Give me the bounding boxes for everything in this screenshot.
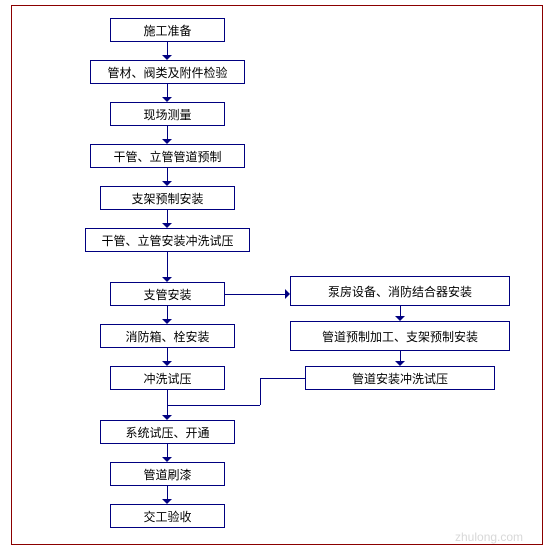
arrow-head-down-icon xyxy=(162,97,172,102)
arrow-line xyxy=(167,42,168,55)
arrow-line xyxy=(167,84,168,97)
arrow-line xyxy=(167,126,168,139)
arrow-head-down-icon xyxy=(162,457,172,462)
arrow-head-down-icon xyxy=(162,139,172,144)
connector-line xyxy=(260,378,305,379)
flowchart-node-n1: 施工准备 xyxy=(110,18,225,42)
arrow-line xyxy=(167,252,168,277)
arrow-line xyxy=(225,294,285,295)
outer-border xyxy=(11,5,543,545)
flowchart-node-n9: 冲洗试压 xyxy=(110,366,225,390)
flowchart-node-r3: 管道安装冲洗试压 xyxy=(305,366,495,390)
flowchart-node-n11: 管道刷漆 xyxy=(110,462,225,486)
flowchart-node-n12: 交工验收 xyxy=(110,504,225,528)
flowchart-node-n2: 管材、阀类及附件检验 xyxy=(90,60,245,84)
arrow-line xyxy=(167,444,168,457)
watermark: zhulong.com xyxy=(455,530,523,544)
flowchart-node-r1: 泵房设备、消防结合器安装 xyxy=(290,276,510,306)
arrow-head-down-icon xyxy=(162,55,172,60)
arrow-head-down-icon xyxy=(162,223,172,228)
arrow-line xyxy=(400,306,401,316)
flowchart-node-n7: 支管安装 xyxy=(110,282,225,306)
arrow-line xyxy=(167,168,168,181)
flowchart-node-n3: 现场测量 xyxy=(110,102,225,126)
flowchart-node-n5: 支架预制安装 xyxy=(100,186,235,210)
connector-line xyxy=(260,378,261,405)
arrow-head-down-icon xyxy=(395,316,405,321)
flowchart-node-n6: 干管、立管安装冲洗试压 xyxy=(85,228,250,252)
arrow-line xyxy=(167,210,168,223)
arrow-head-down-icon xyxy=(162,277,172,282)
flowchart-node-n8: 消防箱、栓安装 xyxy=(100,324,235,348)
arrow-head-down-icon xyxy=(162,361,172,366)
arrow-head-down-icon xyxy=(162,319,172,324)
arrow-head-right-icon xyxy=(285,289,290,299)
flowchart-node-r2: 管道预制加工、支架预制安装 xyxy=(290,321,510,351)
arrow-line xyxy=(167,306,168,319)
arrow-head-down-icon xyxy=(395,361,405,366)
arrow-head-down-icon xyxy=(162,181,172,186)
arrow-line xyxy=(167,486,168,499)
arrow-line xyxy=(167,390,168,415)
arrow-head-down-icon xyxy=(162,499,172,504)
connector-line xyxy=(167,405,260,406)
arrow-head-down-icon xyxy=(162,415,172,420)
flowchart-node-n10: 系统试压、开通 xyxy=(100,420,235,444)
arrow-line xyxy=(167,348,168,361)
flowchart-node-n4: 干管、立管管道预制 xyxy=(90,144,245,168)
arrow-line xyxy=(400,351,401,361)
